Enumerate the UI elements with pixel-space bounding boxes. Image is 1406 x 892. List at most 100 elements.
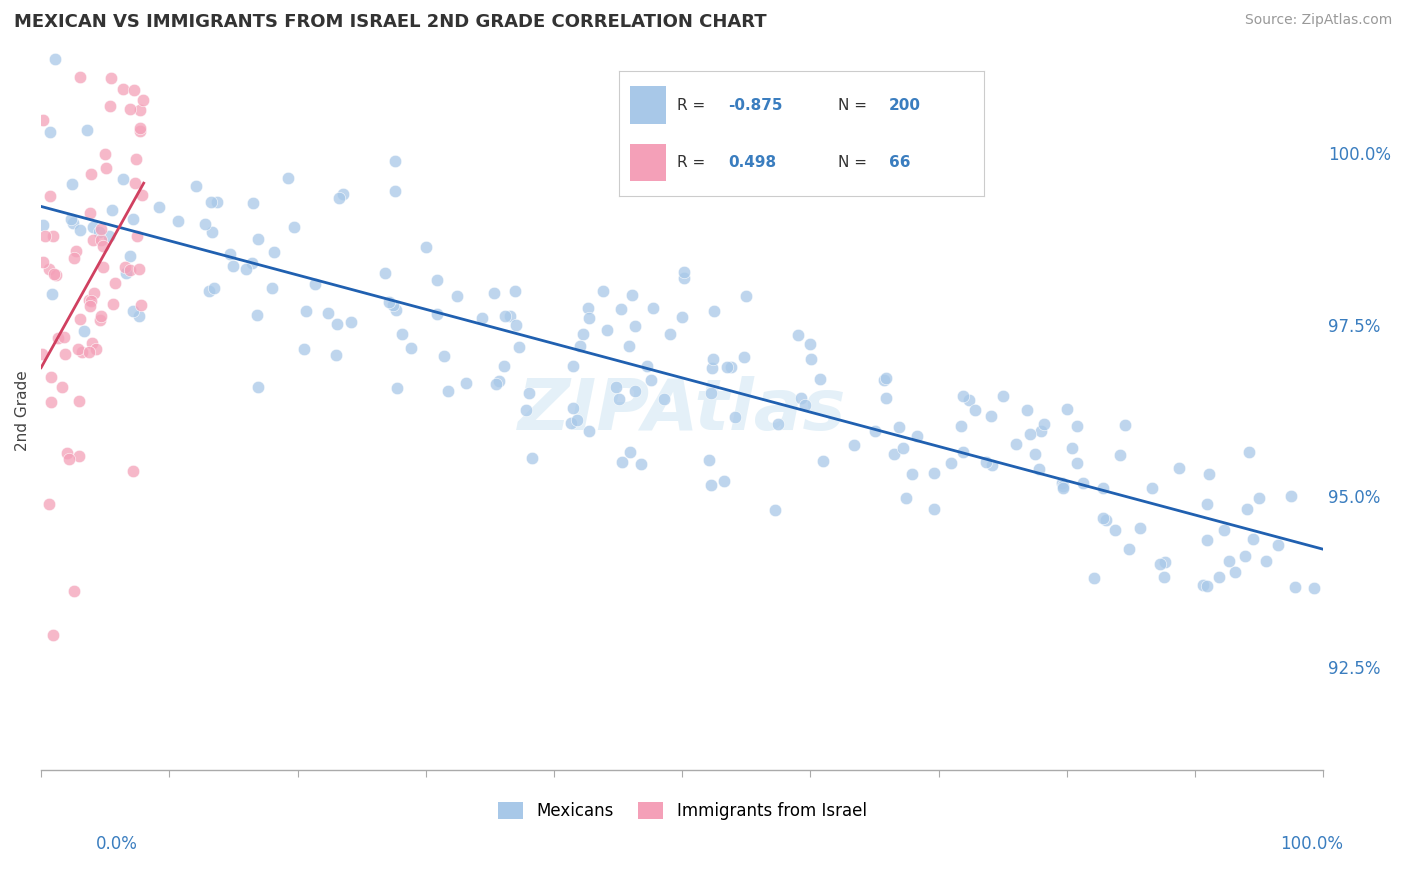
Point (562, 401, 585, 415)
Point (578, 311, 600, 326)
Point (863, 425, 886, 439)
Point (482, 285, 505, 300)
Point (218, 247, 240, 261)
Point (1302, 582, 1324, 596)
Point (1153, 570, 1175, 584)
Point (39, 189, 62, 203)
Point (340, 315, 363, 329)
Point (901, 467, 924, 481)
Point (578, 424, 600, 438)
Point (87, 225, 110, 239)
Point (240, 255, 263, 269)
Point (80, 335, 103, 350)
Point (246, 232, 269, 246)
Point (122, 83, 145, 97)
Point (1118, 542, 1140, 557)
Point (576, 301, 599, 316)
Point (73, 325, 96, 339)
Point (246, 308, 269, 322)
Point (470, 311, 492, 326)
Point (811, 454, 834, 468)
Point (494, 309, 516, 323)
Point (1254, 554, 1277, 568)
Point (957, 392, 980, 407)
Point (1114, 417, 1136, 432)
Point (1092, 481, 1115, 495)
Point (60, 177, 83, 191)
Point (875, 391, 897, 405)
Point (38, 261, 60, 276)
Point (488, 374, 510, 388)
Text: 200: 200 (889, 97, 921, 112)
Point (734, 288, 756, 302)
Point (32, 254, 55, 268)
Point (702, 352, 724, 367)
Point (124, 176, 146, 190)
Point (952, 389, 974, 403)
Point (1237, 444, 1260, 458)
Point (508, 340, 530, 354)
Point (374, 266, 396, 280)
Point (1236, 501, 1258, 516)
Point (391, 327, 413, 342)
Point (519, 385, 541, 400)
Point (114, 266, 136, 280)
Point (560, 417, 582, 431)
Point (617, 339, 640, 353)
Point (200, 195, 222, 210)
Text: Source: ZipAtlas.com: Source: ZipAtlas.com (1244, 13, 1392, 28)
Point (1083, 571, 1105, 585)
Point (1195, 533, 1218, 547)
Point (89, 313, 111, 327)
Point (201, 225, 224, 239)
Point (318, 306, 340, 320)
Point (39, 125, 62, 139)
Point (562, 359, 585, 373)
Point (1208, 570, 1230, 584)
Point (84, 342, 107, 356)
Point (121, 212, 143, 227)
Point (1015, 402, 1038, 417)
Point (325, 317, 347, 331)
Point (381, 298, 404, 312)
Point (262, 280, 284, 294)
Point (1028, 462, 1050, 476)
Point (56, 446, 79, 460)
Point (325, 348, 347, 362)
Point (883, 447, 905, 461)
Point (129, 120, 152, 135)
Point (69, 312, 91, 326)
Text: 100.0%: 100.0% (1279, 835, 1343, 853)
Point (623, 318, 645, 333)
Point (128, 309, 150, 323)
Point (499, 310, 522, 324)
Point (101, 202, 124, 217)
Point (205, 194, 228, 209)
Point (90, 233, 112, 247)
Point (673, 265, 696, 279)
Point (896, 491, 918, 505)
Point (70, 345, 93, 359)
Point (67, 449, 90, 463)
Point (198, 284, 221, 298)
Point (446, 289, 468, 303)
Point (1192, 578, 1215, 592)
Point (630, 457, 652, 471)
Point (104, 276, 127, 290)
Point (454, 376, 477, 390)
Point (565, 413, 588, 427)
Point (1212, 523, 1234, 537)
Point (100, 70, 122, 85)
Point (700, 477, 723, 491)
Point (433, 349, 456, 363)
Point (1195, 578, 1218, 592)
Point (643, 301, 665, 316)
Point (568, 339, 591, 353)
Point (766, 417, 789, 431)
Point (426, 273, 449, 287)
Point (1052, 481, 1074, 495)
Point (114, 260, 136, 275)
Point (1066, 418, 1088, 433)
Point (80, 294, 103, 309)
Point (118, 102, 141, 116)
